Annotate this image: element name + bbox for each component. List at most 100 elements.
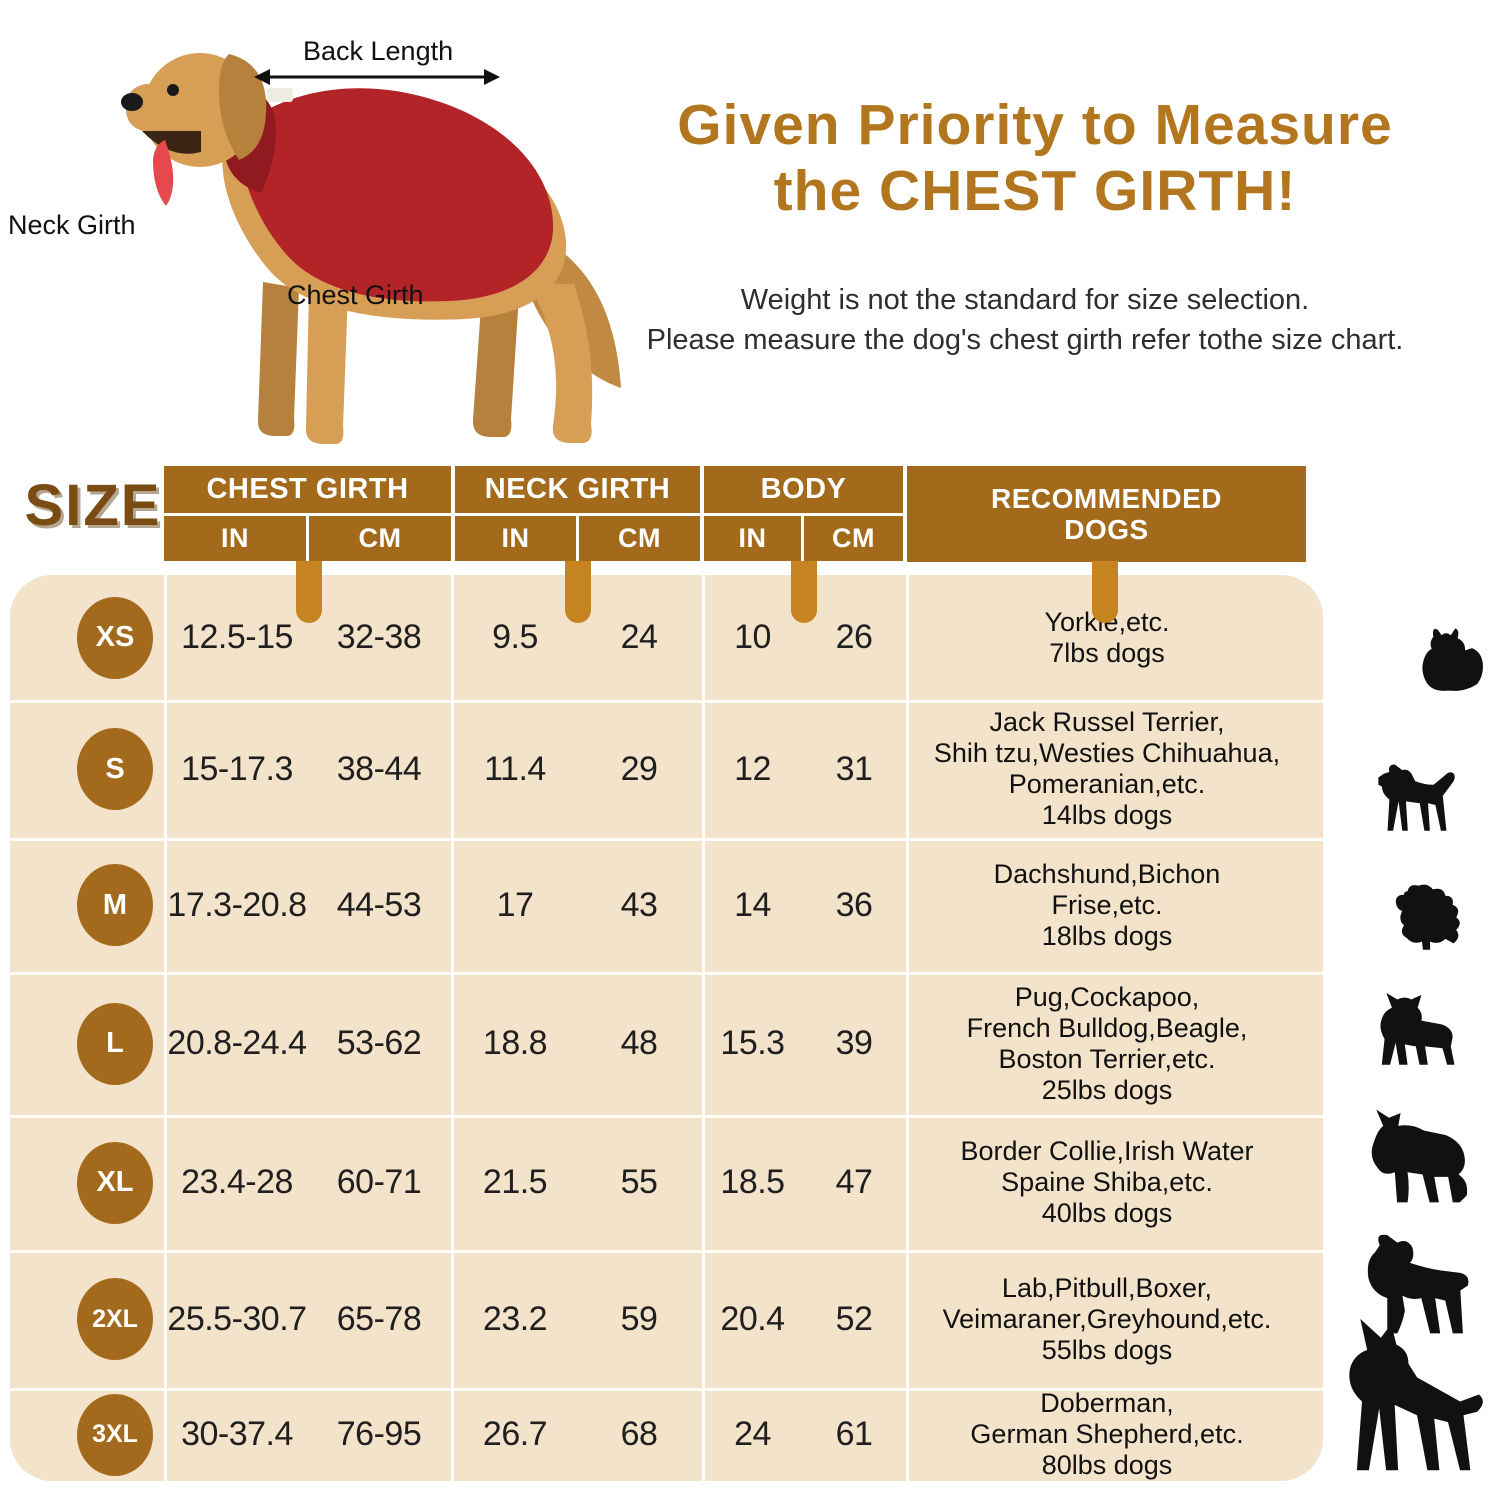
- dogs-line: French Bulldog,Beagle,: [966, 1012, 1248, 1043]
- chest-in-value: 17.3-20.8: [167, 885, 307, 924]
- chest-in-header: IN: [164, 516, 306, 561]
- dogs-line: Pomeranian,etc.: [1008, 769, 1206, 799]
- back-length-label: Back Length: [303, 36, 454, 66]
- row-divider: [10, 972, 1323, 975]
- column-divider: [906, 575, 909, 1481]
- column-divider: [702, 575, 705, 1481]
- body-in-value: 14: [734, 885, 771, 924]
- spaniel-silhouette-icon: [1342, 1220, 1488, 1346]
- subtitle-line-2: Please measure the dog's chest girth ref…: [646, 324, 1404, 356]
- chest-in-value: 15-17.3: [181, 749, 293, 788]
- neck-cm-value: 43: [620, 885, 658, 924]
- neck-cm-value: 59: [620, 1299, 658, 1338]
- body-cm-value: 52: [835, 1299, 873, 1338]
- subtitle-line-1: Weight is not the standard for size sele…: [740, 284, 1310, 316]
- size-column-header: SIZE: [24, 473, 162, 538]
- recommended-dogs-value: Jack Russel Terrier, Shih tzu,Westies Ch…: [908, 700, 1306, 838]
- column-divider: [451, 575, 454, 1481]
- dogs-line: Pug,Cockapoo,: [1014, 981, 1200, 1012]
- size-badge: XL: [77, 1141, 153, 1224]
- neck-in-value: 26.7: [482, 1415, 548, 1453]
- size-table: XS 12.5-15 32-38 9.5 24 10 26 Yorkie,etc…: [10, 575, 1323, 1481]
- row-divider: [10, 1250, 1323, 1253]
- jack-russell-silhouette-icon: [1358, 748, 1476, 840]
- doberman-silhouette-icon: [1310, 1312, 1500, 1484]
- body-in-value: 15.3: [720, 1024, 785, 1062]
- table-row-2xl: 2XL 25.5-30.7 65-78 23.2 59 20.4 52 Lab,…: [10, 1250, 1323, 1388]
- recommended-dogs-value: Dachshund,Bichon Frise,etc. 18lbs dogs: [908, 838, 1306, 972]
- dogs-line: Frise,etc.: [1051, 889, 1163, 920]
- neck-cm-value: 68: [620, 1415, 658, 1453]
- dogs-line: 25lbs dogs: [1041, 1074, 1173, 1105]
- table-row-xl: XL 23.4-28 60-71 21.5 55 18.5 47 Border …: [10, 1115, 1323, 1250]
- neck-in-value: 17: [496, 885, 534, 924]
- chest-cm-value: 60-71: [336, 1163, 422, 1201]
- neck-in-value: 11.4: [484, 749, 546, 788]
- dogs-line: 55lbs dogs: [1041, 1334, 1173, 1365]
- size-badge: M: [77, 864, 153, 946]
- neck-cm-value: 29: [620, 749, 658, 788]
- title-line-2: the CHEST GIRTH!: [773, 159, 1297, 223]
- neck-girth-group-header: NECK GIRTH: [455, 466, 700, 513]
- neck-in-value: 21.5: [482, 1163, 548, 1201]
- body-cm-value: 26: [835, 618, 873, 656]
- chest-cm-value: 53-62: [336, 1024, 422, 1062]
- chest-in-value: 12.5-15: [181, 618, 293, 656]
- page-title: Given Priority to Measure the CHEST GIRT…: [585, 92, 1485, 224]
- dog-photo: [15, 0, 655, 455]
- recommended-dogs-header-line2: DOGS: [1064, 514, 1149, 545]
- body-cm-header: CM: [804, 516, 903, 561]
- row-divider: [10, 838, 1323, 841]
- bichon-silhouette-icon: [1368, 866, 1476, 956]
- body-cm-value: 47: [835, 1163, 873, 1201]
- size-badge: XS: [77, 596, 153, 679]
- body-cm-value: 61: [835, 1415, 873, 1453]
- dogs-line: Veimaraner,Greyhound,etc.: [942, 1303, 1272, 1334]
- dogs-line: German Shepherd,etc.: [970, 1419, 1244, 1449]
- dogs-line: 40lbs dogs: [1041, 1198, 1173, 1228]
- table-row-l: L 20.8-24.4 53-62 18.8 48 15.3 39 Pug,Co…: [10, 972, 1323, 1115]
- recommended-dogs-value: Pug,Cockapoo, French Bulldog,Beagle, Bos…: [908, 972, 1306, 1115]
- french-bulldog-silhouette-icon: [1352, 982, 1476, 1074]
- neck-girth-label: Neck Girth: [8, 210, 136, 240]
- table-row-xs: XS 12.5-15 32-38 9.5 24 10 26 Yorkie,etc…: [10, 575, 1323, 700]
- recommended-dogs-value: Doberman, German Shepherd,etc. 80lbs dog…: [908, 1388, 1306, 1481]
- chest-in-value: 20.8-24.4: [167, 1024, 307, 1062]
- dogs-line: Dachshund,Bichon: [993, 858, 1221, 889]
- body-in-value: 10: [734, 618, 771, 656]
- table-row-s: S 15-17.3 38-44 11.4 29 12 31 Jack Russe…: [10, 700, 1323, 838]
- column-divider: [164, 575, 167, 1481]
- recommended-dogs-value: Border Collie,Irish Water Spaine Shiba,e…: [908, 1115, 1306, 1250]
- neck-cm-value: 24: [620, 618, 658, 656]
- table-row-m: M 17.3-20.8 44-53 17 43 14 36 Dachshund,…: [10, 838, 1323, 972]
- row-divider: [10, 1115, 1323, 1118]
- neck-pointer-tab: [565, 561, 591, 623]
- body-pointer-tab: [791, 561, 817, 623]
- chest-cm-value: 44-53: [336, 885, 422, 924]
- recommended-dogs-value: Lab,Pitbull,Boxer, Veimaraner,Greyhound,…: [908, 1250, 1306, 1388]
- title-line-1: Given Priority to Measure: [677, 93, 1393, 157]
- chest-in-value: 23.4-28: [181, 1163, 293, 1201]
- dogs-line: Spaine Shiba,etc.: [1001, 1167, 1213, 1197]
- neck-cm-value: 55: [620, 1163, 658, 1201]
- row-divider: [10, 700, 1323, 703]
- dogs-line: 14lbs dogs: [1041, 800, 1173, 830]
- body-in-value: 12: [734, 749, 771, 788]
- chest-girth-group-header: CHEST GIRTH: [164, 466, 451, 513]
- double-arrow-icon: [254, 69, 500, 85]
- border-collie-silhouette-icon: [1350, 1098, 1486, 1214]
- body-in-value: 18.5: [720, 1163, 785, 1201]
- chest-in-value: 30-37.4: [181, 1415, 293, 1453]
- chest-girth-label: Chest Girth: [287, 280, 424, 310]
- chest-cm-value: 65-78: [336, 1299, 422, 1338]
- size-badge: S: [77, 728, 153, 810]
- dogs-line: 80lbs dogs: [1041, 1450, 1173, 1480]
- chest-cm-value: 32-38: [336, 618, 422, 656]
- size-badge: 3XL: [77, 1393, 153, 1476]
- recommended-dogs-header: RECOMMENDED DOGS: [907, 466, 1306, 562]
- table-row-3xl: 3XL 30-37.4 76-95 26.7 68 24 61 Doberman…: [10, 1388, 1323, 1481]
- size-badge: 2XL: [77, 1278, 153, 1360]
- body-cm-value: 39: [835, 1024, 873, 1062]
- dogs-line: 18lbs dogs: [1041, 920, 1173, 951]
